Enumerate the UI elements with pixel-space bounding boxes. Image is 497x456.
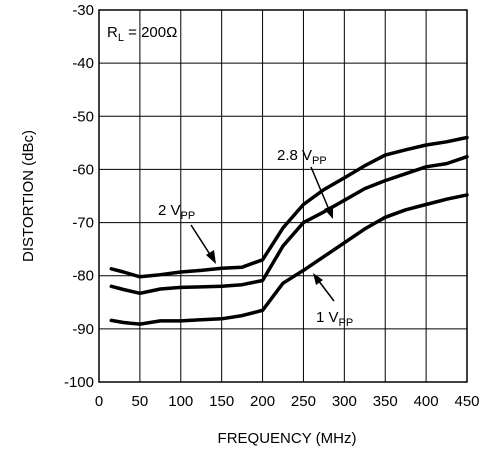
series-line-0: [109, 135, 469, 279]
x-tick-label: 300: [332, 393, 357, 410]
arrowhead-2.8vpp: [324, 205, 333, 219]
arrow-2vpp: [190, 224, 212, 257]
y-tick-label: -60: [72, 161, 94, 178]
condition-label: RL = 200Ω: [107, 24, 177, 44]
y-tick-label: -80: [72, 268, 94, 285]
y-tick-label: -50: [72, 108, 94, 125]
y-tick-label: -70: [72, 215, 94, 232]
arrow-2.8vpp: [310, 166, 331, 213]
grid: [99, 10, 467, 382]
annotation-2vpp: 2 VPP: [158, 202, 195, 222]
x-tick-label: 250: [291, 393, 316, 410]
y-axis-title: DISTORTION (dBc): [20, 130, 37, 262]
x-tick-label: 400: [414, 393, 439, 410]
annotation-2.8vpp: 2.8 VPP: [277, 147, 327, 167]
series-line-2: [109, 193, 469, 326]
x-tick-label: 200: [250, 393, 275, 410]
y-tick-label: -30: [72, 2, 94, 19]
arrowhead-1vpp: [313, 273, 323, 285]
arrowhead-2vpp: [206, 250, 216, 264]
arrow-1vpp: [317, 279, 335, 302]
x-tick-label: 150: [209, 393, 234, 410]
series-lines: [109, 135, 469, 326]
annotation-1vpp: 1 VPP: [316, 309, 353, 329]
x-tick-label: 450: [454, 393, 479, 410]
x-axis-title: FREQUENCY (MHz): [218, 430, 357, 447]
x-tick-label: 0: [95, 393, 103, 410]
x-tick-label: 350: [373, 393, 398, 410]
x-tick-label: 50: [132, 393, 149, 410]
plot-frame: [98, 9, 468, 383]
y-tick-label: -40: [72, 55, 94, 72]
y-tick-label: -100: [64, 374, 94, 391]
series-line-1: [109, 154, 469, 296]
x-tick-label: 100: [168, 393, 193, 410]
tick-labels: 0 50 100 150 200 250 300 350 400 450 -100 -90 -80 -70…: [64, 2, 480, 410]
y-tick-label: -90: [72, 321, 94, 338]
